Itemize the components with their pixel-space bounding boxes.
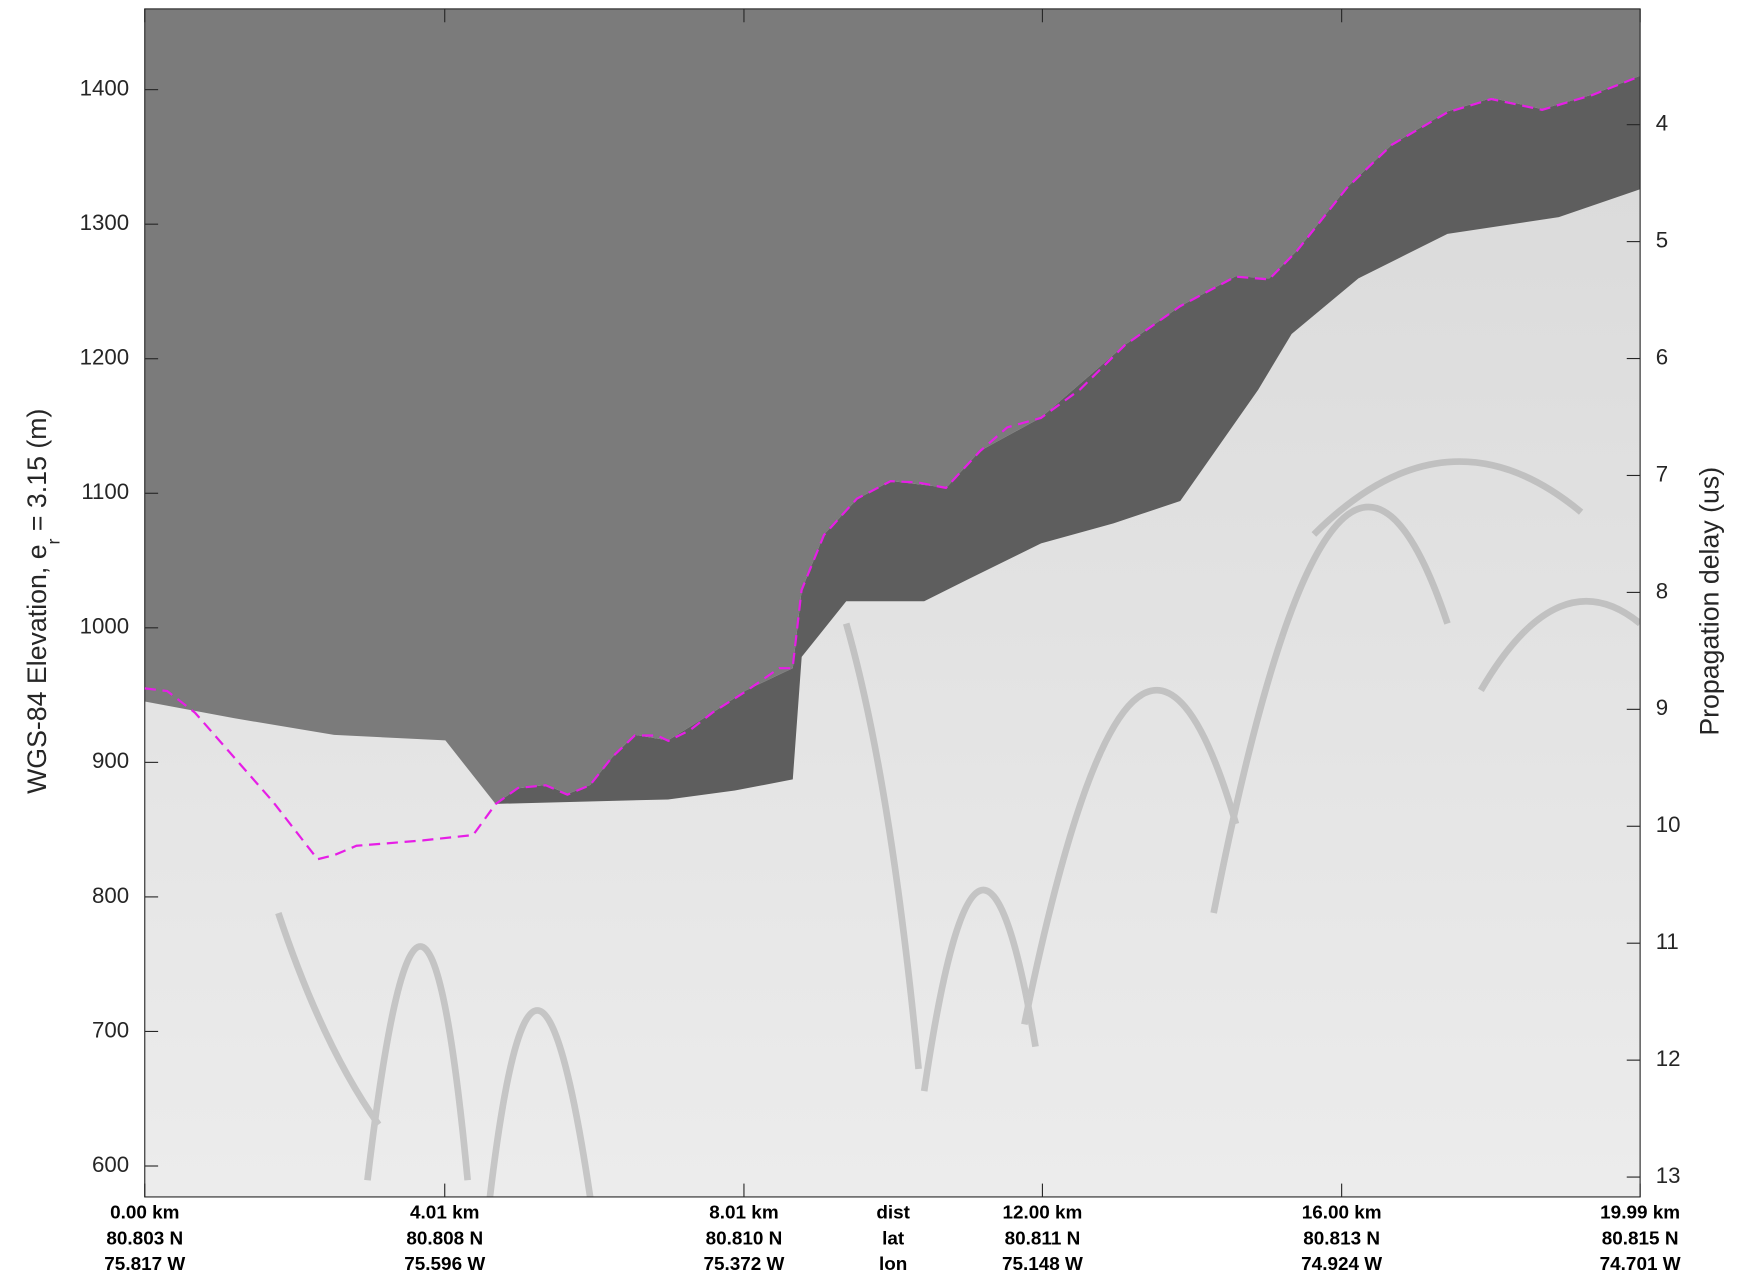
y2-tick-label: 13 xyxy=(1656,1163,1681,1188)
x-lat-label: 80.811 N xyxy=(1005,1228,1081,1249)
x-lon-label: 75.596 W xyxy=(404,1254,485,1275)
y2-tick-label: 5 xyxy=(1656,227,1668,252)
y-tick-label: 1300 xyxy=(80,210,130,235)
y2-axis-label: Propagation delay (us) xyxy=(1694,467,1724,736)
x-tick-label: 8.01 km xyxy=(709,1203,778,1224)
y-tick-label: 600 xyxy=(92,1152,129,1177)
x-tick-label: 16.00 km xyxy=(1302,1203,1382,1224)
x-tick-label: 19.99 km xyxy=(1600,1203,1680,1224)
y2-tick-label: 8 xyxy=(1656,578,1668,603)
x-tick-label: 4.01 km xyxy=(410,1203,479,1224)
y-tick-label: 800 xyxy=(92,883,129,908)
y2-tick-label: 10 xyxy=(1656,812,1681,837)
y-axis-label-text: = 3.15 (m) xyxy=(22,409,52,539)
plot-frame xyxy=(144,8,1641,1198)
y-axis-label: WGS-84 Elevation, er = 3.15 (m) xyxy=(22,409,63,794)
row-label: dist xyxy=(876,1203,910,1224)
y-axis-label-text: WGS-84 Elevation, e xyxy=(22,544,52,793)
y2-tick-label: 9 xyxy=(1656,695,1668,720)
x-lon-label: 74.924 W xyxy=(1301,1254,1382,1275)
y2-tick-label: 12 xyxy=(1656,1046,1681,1071)
x-lon-label: 75.148 W xyxy=(1002,1254,1083,1275)
y-tick-label: 1400 xyxy=(80,76,130,101)
x-tick-label: 0.00 km xyxy=(110,1203,179,1224)
surface-line xyxy=(144,75,1641,861)
y-tick-label: 900 xyxy=(92,748,129,773)
y-tick-label: 1000 xyxy=(80,614,130,639)
row-label: lon xyxy=(879,1254,907,1275)
x-lat-label: 80.815 N xyxy=(1602,1228,1679,1249)
x-lat-label: 80.810 N xyxy=(706,1228,783,1249)
x-lat-label: 80.803 N xyxy=(106,1228,183,1249)
y-axis-label-subscript: r xyxy=(43,538,63,544)
air-layer xyxy=(144,8,1641,804)
x-lat-label: 80.813 N xyxy=(1303,1228,1380,1249)
ice-layer xyxy=(495,75,1641,804)
echogram xyxy=(144,8,1641,1197)
y-tick-label: 1200 xyxy=(80,345,130,370)
x-lon-label: 74.701 W xyxy=(1600,1254,1681,1275)
y2-tick-label: 4 xyxy=(1656,111,1668,136)
diffraction-hyperbolas xyxy=(275,458,1641,1197)
y-tick-label: 1100 xyxy=(81,479,129,504)
y2-tick-label: 7 xyxy=(1656,461,1668,486)
y-tick-label: 700 xyxy=(92,1017,129,1042)
x-lon-label: 75.817 W xyxy=(104,1254,185,1275)
row-label: lat xyxy=(882,1228,905,1249)
x-lon-label: 75.372 W xyxy=(703,1254,784,1275)
x-tick-label: 12.00 km xyxy=(1002,1203,1082,1224)
y2-tick-label: 6 xyxy=(1656,344,1668,369)
y2-tick-label: 11 xyxy=(1656,929,1679,954)
x-lat-label: 80.808 N xyxy=(406,1228,483,1249)
